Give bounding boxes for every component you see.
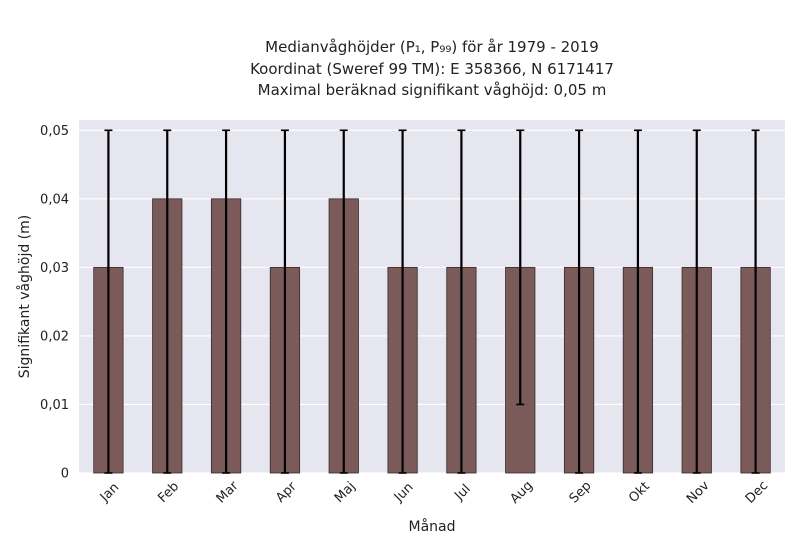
x-tick-label-okt: Okt bbox=[626, 479, 653, 506]
error-bar-jul bbox=[457, 129, 466, 474]
chart-title: Medianvåghöjder (P₁, P₉₉) för år 1979 - … bbox=[250, 38, 614, 99]
error-bars bbox=[104, 129, 760, 474]
y-tick-label: 0,02 bbox=[40, 329, 69, 344]
y-tick-label: 0,01 bbox=[40, 398, 69, 413]
error-bar-dec bbox=[751, 129, 760, 474]
x-tick-label-jul: Jul bbox=[451, 482, 473, 504]
y-axis-label: Signifikant våghöjd (m) bbox=[16, 215, 33, 378]
title-line-1: Medianvåghöjder (P₁, P₉₉) för år 1979 - … bbox=[265, 38, 599, 56]
x-tick-label-jan: Jan bbox=[97, 480, 122, 505]
y-axis-ticks: 0 0,01 0,02 0,03 0,04 0,05 bbox=[40, 124, 69, 482]
x-tick-label-mar: Mar bbox=[214, 478, 242, 506]
x-tick-label-maj: Maj bbox=[332, 479, 359, 506]
x-tick-label-jun: Jun bbox=[391, 480, 417, 506]
grid-lines bbox=[79, 129, 785, 474]
y-tick-label: 0,05 bbox=[40, 124, 69, 139]
title-line-3: Maximal beräknad signifikant våghöjd: 0,… bbox=[258, 81, 607, 99]
error-bar-feb bbox=[163, 129, 172, 474]
error-bar-maj bbox=[339, 129, 348, 474]
y-tick-label: 0,04 bbox=[40, 192, 69, 207]
error-bar-mar bbox=[222, 129, 231, 474]
error-bar-jan bbox=[104, 129, 113, 474]
x-tick-label-apr: Apr bbox=[273, 479, 300, 506]
error-bar-jun bbox=[398, 129, 407, 474]
x-tick-label-sep: Sep bbox=[567, 479, 595, 507]
x-tick-label-dec: Dec bbox=[743, 478, 771, 506]
error-bar-aug bbox=[516, 129, 525, 406]
x-axis-ticks: Jan Feb Mar Apr Maj Jun Jul Aug Sep Okt Nov Dec bbox=[97, 478, 771, 507]
y-tick-label: 0 bbox=[61, 467, 69, 482]
title-line-2: Koordinat (Sweref 99 TM): E 358366, N 61… bbox=[250, 60, 614, 78]
error-bar-apr bbox=[280, 129, 289, 474]
y-tick-label: 0,03 bbox=[40, 261, 69, 276]
error-bar-sep bbox=[575, 129, 584, 474]
error-bar-okt bbox=[633, 129, 642, 474]
x-tick-label-feb: Feb bbox=[155, 479, 182, 506]
x-tick-label-nov: Nov bbox=[684, 478, 713, 507]
plot-area bbox=[79, 120, 785, 473]
x-tick-label-aug: Aug bbox=[507, 478, 536, 507]
error-bar-nov bbox=[692, 129, 701, 474]
x-axis-label: Månad bbox=[409, 518, 456, 535]
